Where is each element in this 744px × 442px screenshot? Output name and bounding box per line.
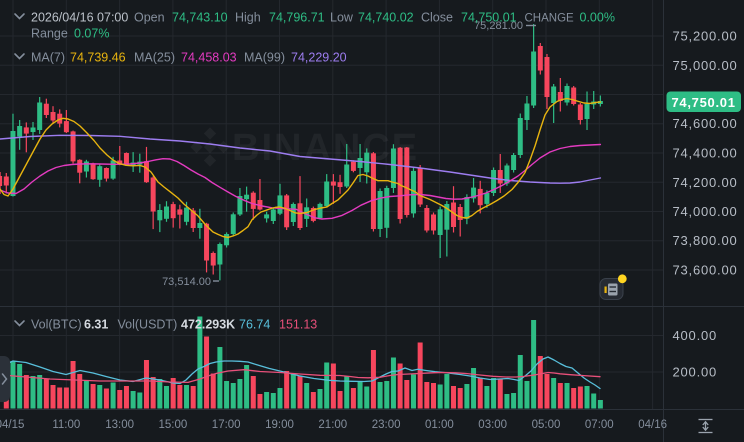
svg-text:Open: Open <box>134 11 165 25</box>
svg-text:Low: Low <box>330 11 354 25</box>
svg-text:74,229.20: 74,229.20 <box>291 51 347 65</box>
svg-text:07:00: 07:00 <box>585 419 614 431</box>
svg-text:74,743.10: 74,743.10 <box>172 11 228 25</box>
svg-text:74,740.02: 74,740.02 <box>358 11 414 25</box>
svg-text:200.00: 200.00 <box>673 365 718 380</box>
svg-text:6.31: 6.31 <box>84 318 108 332</box>
svg-text:2026/04/16 07:00: 2026/04/16 07:00 <box>31 11 128 25</box>
svg-text:05:00: 05:00 <box>532 419 561 431</box>
svg-text:74,796.71: 74,796.71 <box>269 11 325 25</box>
svg-text:MA(99): MA(99) <box>244 51 285 65</box>
svg-text:76.74: 76.74 <box>239 318 270 332</box>
svg-text:19:00: 19:00 <box>265 419 294 431</box>
svg-text:CHANGE: CHANGE <box>525 13 575 25</box>
svg-text:73,514.00: 73,514.00 <box>162 276 211 288</box>
svg-text:400.00: 400.00 <box>673 328 718 343</box>
svg-text:74,400.00: 74,400.00 <box>673 146 738 161</box>
svg-text:23:00: 23:00 <box>372 419 401 431</box>
svg-text:74,739.46: 74,739.46 <box>70 51 126 65</box>
svg-text:Vol(USDT): Vol(USDT) <box>118 318 178 332</box>
svg-text:73,800.00: 73,800.00 <box>673 233 738 248</box>
svg-text:74,600.00: 74,600.00 <box>673 116 738 131</box>
svg-text:MA(25): MA(25) <box>134 51 175 65</box>
svg-text:Range: Range <box>31 27 68 41</box>
svg-text:03:00: 03:00 <box>478 419 507 431</box>
svg-text:13:00: 13:00 <box>105 419 134 431</box>
svg-text:74,750.01: 74,750.01 <box>672 95 736 110</box>
svg-text:Close: Close <box>421 11 453 25</box>
svg-text:15:00: 15:00 <box>159 419 188 431</box>
svg-text:74,750.01: 74,750.01 <box>461 11 517 25</box>
svg-text:75,000.00: 75,000.00 <box>673 58 738 73</box>
svg-text:74,000.00: 74,000.00 <box>673 204 738 219</box>
svg-text:High: High <box>235 11 261 25</box>
svg-text:21:00: 21:00 <box>318 419 347 431</box>
svg-text:74,458.03: 74,458.03 <box>181 51 237 65</box>
svg-text:17:00: 17:00 <box>212 419 241 431</box>
svg-text:04/16: 04/16 <box>638 419 667 431</box>
svg-text:0.00%: 0.00% <box>580 11 615 25</box>
svg-text:01:00: 01:00 <box>425 419 454 431</box>
svg-text:472.293K: 472.293K <box>181 318 235 332</box>
svg-text:MA(7): MA(7) <box>31 51 65 65</box>
svg-text:75,281.00: 75,281.00 <box>474 20 523 32</box>
svg-text:BINANCE: BINANCE <box>232 127 419 169</box>
svg-text:04/15: 04/15 <box>0 419 24 431</box>
svg-text:11:00: 11:00 <box>52 419 80 431</box>
svg-text:0.07%: 0.07% <box>74 27 109 41</box>
svg-text:151.13: 151.13 <box>279 318 317 332</box>
svg-text:75,200.00: 75,200.00 <box>673 29 738 44</box>
svg-text:73,600.00: 73,600.00 <box>673 263 738 278</box>
svg-text:74,200.00: 74,200.00 <box>673 175 738 190</box>
svg-text:Vol(BTC): Vol(BTC) <box>31 318 82 332</box>
